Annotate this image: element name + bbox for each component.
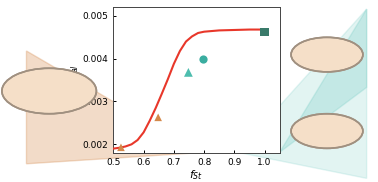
Circle shape xyxy=(314,42,340,68)
Point xyxy=(155,116,161,119)
Circle shape xyxy=(314,118,340,144)
Point xyxy=(262,30,268,33)
FancyBboxPatch shape xyxy=(33,101,65,107)
FancyBboxPatch shape xyxy=(33,82,65,88)
Point xyxy=(200,58,206,61)
Point xyxy=(185,71,191,74)
FancyBboxPatch shape xyxy=(33,75,65,81)
X-axis label: $f_{St}$: $f_{St}$ xyxy=(189,168,204,182)
Point xyxy=(118,146,124,149)
Circle shape xyxy=(330,134,336,140)
Circle shape xyxy=(328,125,334,132)
FancyBboxPatch shape xyxy=(33,95,65,101)
Y-axis label: $f_{critical}$: $f_{critical}$ xyxy=(68,64,81,96)
FancyBboxPatch shape xyxy=(33,88,65,94)
Circle shape xyxy=(322,123,328,129)
Circle shape xyxy=(318,132,324,138)
